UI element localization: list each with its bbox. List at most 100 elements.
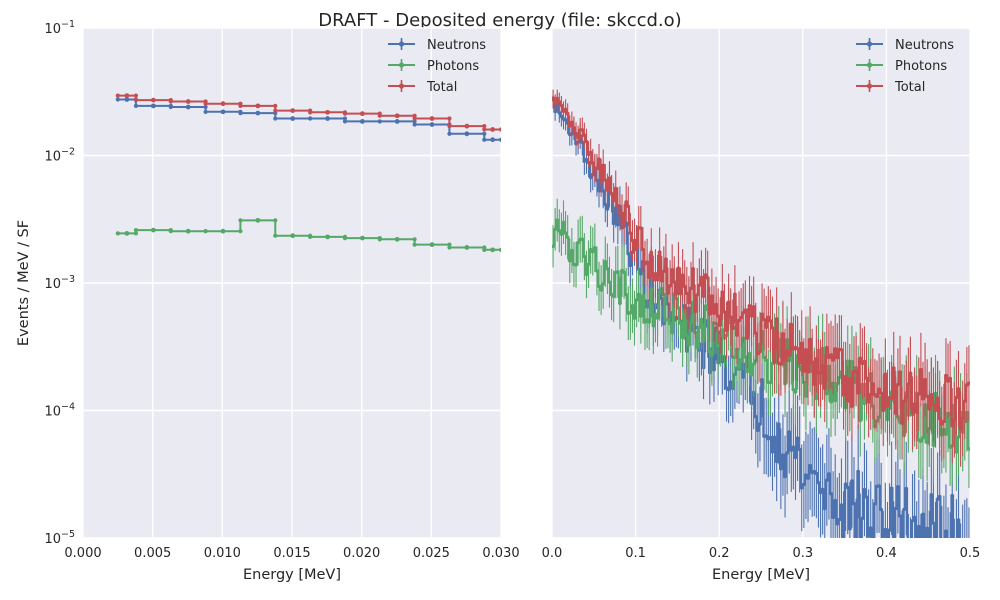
- data-point: [582, 254, 587, 259]
- data-point: [590, 249, 595, 254]
- data-point: [902, 399, 906, 404]
- data-point: [680, 273, 685, 278]
- data-point: [670, 268, 674, 272]
- data-point: [720, 359, 725, 364]
- data-point: [845, 485, 850, 490]
- data-point: [666, 317, 670, 322]
- data-point: [925, 440, 929, 445]
- bin-edge-point: [447, 116, 452, 121]
- data-point: [883, 527, 888, 532]
- data-point: [952, 418, 957, 422]
- data-point: [557, 110, 562, 115]
- data-point: [912, 402, 917, 406]
- data-point: [693, 309, 697, 314]
- data-point: [758, 349, 762, 354]
- bin-edge-point: [168, 229, 173, 234]
- data-point: [944, 432, 948, 436]
- data-point: [595, 166, 599, 171]
- data-point: [906, 382, 911, 386]
- data-point: [843, 374, 848, 379]
- data-point: [816, 480, 821, 485]
- data-point: [919, 439, 923, 443]
- data-point: [799, 341, 804, 345]
- data-point: [862, 487, 867, 492]
- data-point: [781, 332, 785, 336]
- data-point: [843, 482, 848, 486]
- data-point: [657, 290, 662, 294]
- bin-edge-point: [273, 108, 278, 113]
- y-tick-label: 10−3: [44, 274, 75, 292]
- legend-label: Neutrons: [427, 38, 486, 53]
- data-point: [916, 392, 921, 396]
- y-tick-label: 10−2: [44, 147, 75, 165]
- data-point: [862, 401, 867, 406]
- data-point: [553, 227, 557, 232]
- legend-marker: [398, 83, 405, 89]
- data-point: [768, 319, 773, 323]
- data-point: [879, 391, 883, 396]
- data-point: [804, 394, 808, 398]
- data-point: [588, 150, 593, 155]
- data-point: [785, 349, 789, 354]
- data-point: [770, 449, 775, 454]
- data-point: [931, 521, 936, 525]
- data-point: [919, 367, 923, 372]
- legend-item-photons: Photons: [856, 59, 947, 74]
- data-point: [735, 333, 739, 337]
- bin-edge-point: [377, 113, 382, 118]
- data-point: [584, 157, 589, 162]
- bin-edge-point: [342, 111, 348, 116]
- data-point: [835, 521, 840, 526]
- data-point: [616, 270, 620, 274]
- data-point: [804, 473, 808, 478]
- data-point: [601, 189, 606, 193]
- data-point: [822, 386, 827, 391]
- data-point: [946, 379, 950, 383]
- data-point: [605, 207, 610, 211]
- data-point: [649, 287, 654, 291]
- data-point: [866, 400, 871, 404]
- data-point: [567, 258, 572, 263]
- bin-edge-point: [447, 131, 452, 136]
- y-axis-label: Events / MeV / SF: [16, 220, 32, 346]
- data-point: [751, 362, 756, 366]
- data-point: [680, 335, 685, 340]
- data-point: [818, 490, 823, 495]
- bin-edge-point: [238, 229, 243, 234]
- data-point: [825, 478, 829, 482]
- data-point: [877, 484, 881, 488]
- bin-edge-point: [133, 103, 139, 108]
- data-point: [674, 292, 679, 296]
- legend-label: Photons: [427, 59, 479, 74]
- bin-edge-point: [447, 245, 452, 250]
- legend-marker: [398, 41, 405, 47]
- legend: Neutrons Photons Total: [388, 38, 486, 95]
- data-point: [871, 544, 875, 548]
- series-total: [552, 89, 970, 467]
- data-point: [716, 314, 720, 318]
- bin-edge-point: [273, 116, 278, 121]
- bin-edge-point: [238, 111, 243, 116]
- data-point: [850, 479, 854, 483]
- data-point: [672, 280, 677, 284]
- data-point: [741, 375, 746, 379]
- data-point: [662, 269, 666, 274]
- data-point: [689, 320, 693, 324]
- legend-marker: [398, 62, 405, 68]
- data-point: [831, 358, 835, 362]
- bin-edge-point: [412, 122, 417, 127]
- bin-edge-point: [342, 116, 348, 121]
- data-point: [760, 312, 764, 316]
- right-panel: 0.0 0.1 0.2 0.3 0.4 0.5 Energy [MeV] Neutrons Ph…: [542, 27, 980, 583]
- data-point: [779, 466, 783, 471]
- data-point: [789, 322, 794, 327]
- bin-edge-point: [482, 127, 487, 132]
- data-point: [561, 220, 566, 225]
- data-point: [806, 370, 810, 374]
- data-point: [833, 398, 837, 403]
- data-point: [741, 310, 746, 315]
- legend-label: Total: [894, 80, 925, 95]
- data-point: [689, 286, 693, 291]
- data-point: [781, 453, 785, 457]
- bin-edge-point: [447, 124, 452, 129]
